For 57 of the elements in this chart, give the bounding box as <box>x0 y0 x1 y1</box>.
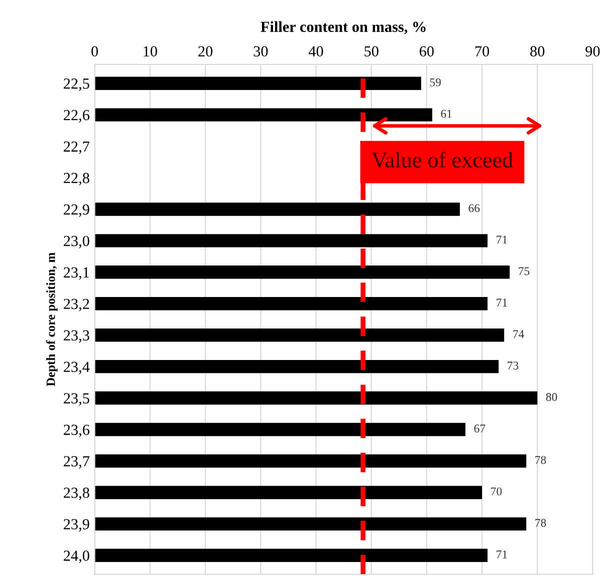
bar <box>94 454 526 468</box>
annotation: Value of exceed <box>372 152 513 168</box>
x-tick-label: 0 <box>91 46 98 56</box>
x-tick-label: 50 <box>364 46 378 56</box>
x-tick-label: 40 <box>308 46 324 56</box>
y-tick-label: 22,9 <box>64 204 90 217</box>
y-tick-label: 22,5 <box>64 78 90 91</box>
bar <box>94 202 460 216</box>
x-tick-label: 60 <box>420 46 434 56</box>
y-tick-label: 22,8 <box>64 172 90 186</box>
data-label: 73 <box>508 362 518 370</box>
data-label: 80 <box>546 393 558 401</box>
y-tick-label: 23,3 <box>64 330 90 343</box>
y-tick-label: 23,6 <box>64 424 90 438</box>
x-tick-label: 90 <box>586 46 600 56</box>
bar <box>94 297 488 310</box>
x-axis-title: Filler content on mass, % <box>260 21 426 34</box>
bar <box>94 108 432 122</box>
bar <box>94 548 488 562</box>
data-label: 71 <box>496 298 507 306</box>
y-tick-label: 22,7 <box>64 141 90 154</box>
data-label: 71 <box>496 236 507 244</box>
data-label: 70 <box>491 487 502 496</box>
bar <box>94 517 526 531</box>
y-tick-label: 23,4 <box>64 362 90 374</box>
x-tick-label: 70 <box>475 46 490 56</box>
bar <box>94 422 466 436</box>
y-tick-label: 24,0 <box>64 550 90 564</box>
y-tick-label: 22,6 <box>64 110 90 122</box>
y-tick-label: 23,0 <box>64 236 90 248</box>
bar <box>94 76 422 90</box>
bar <box>94 360 499 374</box>
y-tick-label: 23,8 <box>64 488 90 500</box>
y-axis-title: Depth of core position, m <box>46 252 58 386</box>
data-label: 61 <box>441 110 452 118</box>
y-tick-label: 23,7 <box>64 456 90 469</box>
bar <box>94 234 488 248</box>
y-tick-label: 23,9 <box>64 519 90 532</box>
y-tick-label: 23,2 <box>64 298 89 312</box>
data-label: 74 <box>513 330 524 338</box>
data-label: 67 <box>474 424 486 432</box>
y-tick-label: 23,5 <box>64 393 90 406</box>
bar <box>94 266 510 279</box>
bar <box>94 391 538 405</box>
bar <box>94 486 482 500</box>
data-label: 78 <box>535 518 546 527</box>
data-label: 59 <box>430 78 441 86</box>
data-label: 78 <box>535 456 546 464</box>
data-label: 71 <box>496 550 507 558</box>
y-tick-label: 23,1 <box>64 267 89 280</box>
bar <box>94 328 504 342</box>
x-tick-label: 80 <box>530 46 544 56</box>
x-tick-label: 20 <box>198 46 212 56</box>
data-label: 66 <box>468 204 480 212</box>
x-tick-label: 30 <box>254 46 268 56</box>
data-label: 75 <box>518 267 530 276</box>
x-tick-label: 10 <box>144 46 158 56</box>
